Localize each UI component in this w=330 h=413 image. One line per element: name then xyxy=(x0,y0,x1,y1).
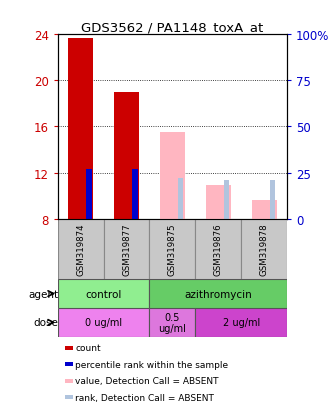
Bar xyxy=(149,219,195,280)
Text: 0 ug/ml: 0 ug/ml xyxy=(85,318,122,328)
Bar xyxy=(68,38,93,219)
Bar xyxy=(58,280,149,308)
Text: percentile rank within the sample: percentile rank within the sample xyxy=(75,360,228,369)
Bar xyxy=(114,93,139,219)
Bar xyxy=(65,395,74,399)
Bar xyxy=(58,219,104,280)
Bar xyxy=(160,133,185,219)
Bar xyxy=(195,219,241,280)
Text: GSM319878: GSM319878 xyxy=(260,223,269,275)
Text: count: count xyxy=(75,343,101,352)
Text: GSM319876: GSM319876 xyxy=(214,223,223,275)
Text: GSM319875: GSM319875 xyxy=(168,223,177,275)
Bar xyxy=(178,179,183,219)
Bar xyxy=(241,219,287,280)
Text: azithromycin: azithromycin xyxy=(184,289,252,299)
Bar xyxy=(58,308,149,337)
Bar xyxy=(132,169,138,219)
Text: 0.5
ug/ml: 0.5 ug/ml xyxy=(158,312,186,333)
Text: agent: agent xyxy=(28,289,58,299)
Bar xyxy=(65,379,74,383)
Bar xyxy=(224,180,229,219)
Text: GSM319874: GSM319874 xyxy=(76,223,85,275)
Bar xyxy=(270,180,275,219)
Text: dose: dose xyxy=(33,318,58,328)
Bar xyxy=(206,186,231,219)
Bar xyxy=(251,201,277,219)
Bar xyxy=(86,169,92,219)
Bar xyxy=(65,362,74,366)
Bar xyxy=(65,346,74,350)
Bar xyxy=(149,280,287,308)
Text: GSM319877: GSM319877 xyxy=(122,223,131,275)
Text: control: control xyxy=(85,289,122,299)
Title: GDS3562 / PA1148_toxA_at: GDS3562 / PA1148_toxA_at xyxy=(81,21,264,34)
Bar xyxy=(149,308,195,337)
Bar xyxy=(195,308,287,337)
Bar xyxy=(104,219,149,280)
Text: 2 ug/ml: 2 ug/ml xyxy=(223,318,260,328)
Text: rank, Detection Call = ABSENT: rank, Detection Call = ABSENT xyxy=(75,393,214,402)
Text: value, Detection Call = ABSENT: value, Detection Call = ABSENT xyxy=(75,376,219,385)
